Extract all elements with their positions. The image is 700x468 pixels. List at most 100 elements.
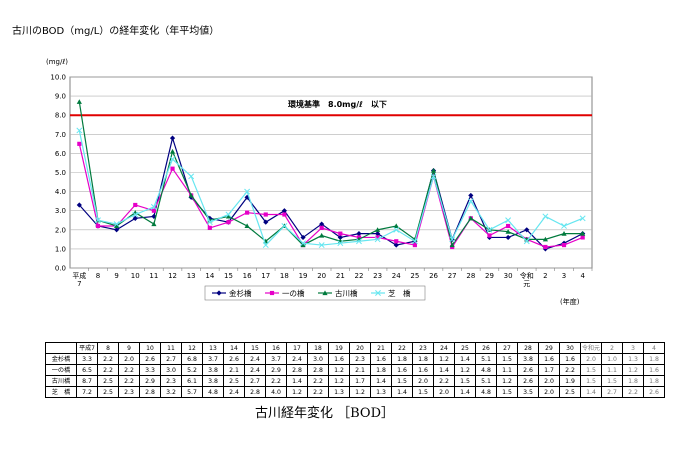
data-point [561, 223, 567, 229]
data-point [561, 231, 567, 236]
data-point [505, 217, 512, 224]
table-cell: 2.7 [244, 375, 266, 387]
table-cell: 2.0 [433, 386, 455, 398]
table-col-header: 30 [559, 342, 581, 354]
table-cell: 3.3 [76, 353, 98, 365]
table-cell: 1.5 [454, 375, 476, 387]
y-tick-label: 2.0 [55, 226, 66, 234]
x-tick-label: 20 [317, 272, 326, 280]
table-cell: 2.2 [559, 364, 581, 376]
table-cell: 1.9 [559, 375, 581, 387]
data-point [77, 141, 82, 146]
x-tick-label: 27 [448, 272, 457, 280]
table-col-header: 18 [307, 342, 329, 354]
table-cell: 2.3 [118, 386, 140, 398]
reference-line-label: 環境基準 8.0mg/ℓ 以下 [288, 99, 387, 109]
x-tick-label: 14 [205, 272, 214, 280]
table-col-header: 16 [265, 342, 287, 354]
y-tick-label: 5.0 [55, 169, 66, 177]
data-point [282, 212, 287, 217]
data-point [281, 208, 287, 214]
data-point [300, 234, 306, 241]
data-point [319, 232, 325, 238]
table-col-header: 23 [412, 342, 434, 354]
data-point [114, 223, 120, 229]
x-tick-label: 21 [336, 272, 345, 280]
data-point [262, 242, 269, 249]
table-cell: 1.1 [601, 364, 623, 376]
table-cell: 1.2 [349, 386, 371, 398]
table-cell: 1.5 [601, 375, 623, 387]
data-point [244, 223, 250, 229]
table-cell: 2.5 [97, 375, 119, 387]
table-col-header: 平成7 [76, 342, 98, 354]
table-cell: 1.6 [391, 364, 413, 376]
data-point [244, 188, 251, 195]
data-point [133, 202, 138, 208]
data-point [263, 219, 269, 225]
table-col-header: 13 [202, 342, 224, 354]
legend-frame [204, 285, 426, 301]
y-tick-label: 10.0 [50, 74, 66, 82]
data-point [393, 226, 400, 233]
table-cell: 1.8 [412, 353, 434, 365]
table-cell: 3.5 [517, 386, 539, 398]
data-point [206, 219, 213, 226]
table-cell: 1.8 [391, 353, 413, 365]
table-cell: 2.4 [244, 364, 266, 376]
table-cell: 6.1 [181, 375, 203, 387]
x-tick-label: 16 [243, 272, 252, 280]
table-row: 一の橋 6.5 2.2 2.2 3.3 3.0 5.2 3.8 2.1 2.4 2.9 2.8 2.8 1… [45, 364, 665, 376]
table-col-header: 3 [622, 342, 644, 354]
y-tick-label: 1.0 [55, 245, 66, 253]
y-tick-label: 9.0 [55, 93, 66, 101]
table-cell: 5.2 [181, 364, 203, 376]
data-point [580, 231, 586, 236]
table-col-header: 4 [643, 342, 665, 354]
x-tick-label: 22 [355, 272, 364, 280]
table-cell: 2.8 [307, 364, 329, 376]
x-tick-label: 29 [485, 272, 494, 280]
table-cell: 1.6 [412, 364, 434, 376]
table-cell: 1.6 [643, 364, 665, 376]
data-point [300, 242, 306, 248]
table-cell: 1.5 [580, 364, 602, 376]
data-point [319, 221, 325, 227]
table-cell: 1.4 [433, 364, 455, 376]
y-tick-labels: 0.0 1.0 2.0 3.0 4.0 5.0 6.0 7.0 8.0 9.0 10.0 [50, 74, 66, 273]
table-col-header: 21 [370, 342, 392, 354]
table-cell: 2.7 [601, 386, 623, 398]
data-point [132, 211, 139, 218]
table-col-header: 29 [538, 342, 560, 354]
data-point [393, 223, 399, 229]
table-cell: 2.4 [223, 386, 245, 398]
x-tick-labels: 平成 78 9 10 11 12 13 14 15 16 17 18 19 20 21 22 23 24 25 26 2… [72, 268, 593, 288]
table-cell: 1.3 [622, 353, 644, 365]
data-point [430, 173, 437, 180]
table-cell: 2.1 [349, 364, 371, 376]
table-row: 芝 橋 7.2 2.5 2.3 2.8 3.2 5.7 4.8 2.4 2.8 4.0 1.2 2.2 1… [45, 386, 665, 398]
table-cell: 1.8 [622, 375, 644, 387]
x-tick-label: 12 [168, 272, 177, 280]
table-cell: 6.8 [181, 353, 203, 365]
table-cell: 1.0 [601, 353, 623, 365]
table-cell: 2.2 [97, 364, 119, 376]
data-point [114, 227, 120, 233]
data-point [580, 235, 585, 240]
table-col-header: 2 [601, 342, 623, 354]
table-col-header: 10 [139, 342, 161, 354]
table-cell: 2.3 [160, 375, 182, 387]
table-row-label: 一の橋 [45, 364, 77, 376]
x-tick-label: 8 [96, 272, 100, 280]
data-point [319, 225, 324, 230]
data-point [543, 244, 548, 250]
table-cell: 1.4 [454, 353, 476, 365]
x-axis-label: (年度) [560, 297, 580, 306]
table-cell: 2.6 [517, 364, 539, 376]
data-point [151, 221, 157, 227]
legend-item: 古川橋 [318, 288, 358, 298]
x-tick-label: 17 [261, 272, 270, 280]
table-col-header: 12 [181, 342, 203, 354]
table-cell: 1.4 [454, 386, 476, 398]
table-row-label: 芝 橋 [45, 386, 77, 398]
